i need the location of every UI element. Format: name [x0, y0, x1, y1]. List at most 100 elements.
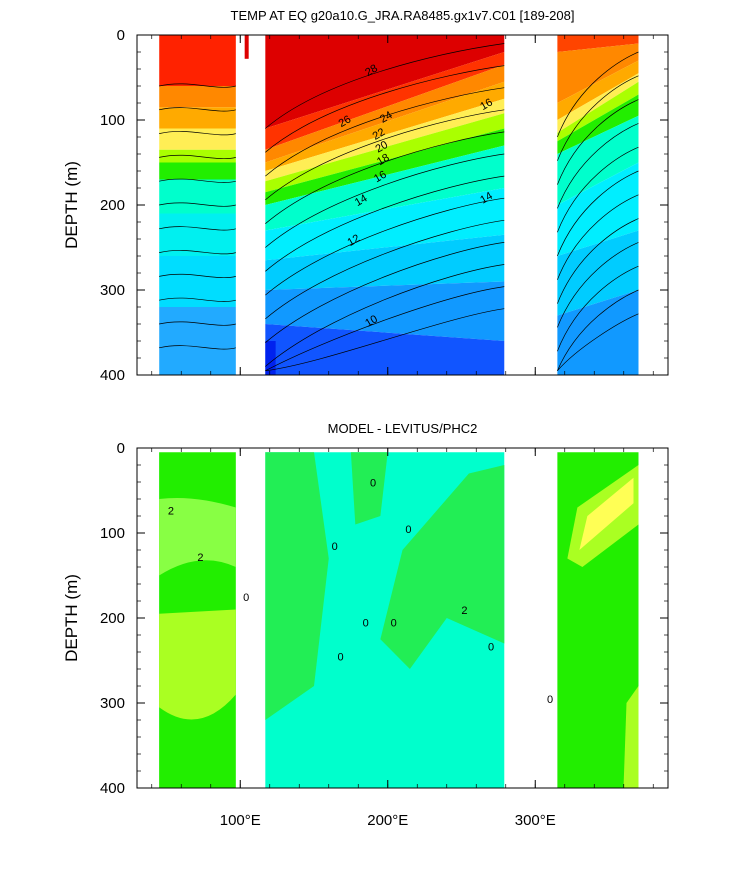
y-tick-label: 100 — [100, 525, 125, 542]
contour-line — [159, 250, 236, 255]
y-tick-label: 200 — [100, 610, 125, 627]
contour-label: 0 — [547, 694, 553, 706]
contour-line — [557, 242, 639, 328]
diff-region — [159, 609, 236, 720]
temp-band — [265, 64, 505, 163]
contour-line — [557, 218, 639, 304]
contour-label: 14 — [478, 190, 495, 207]
contour-label: 18 — [375, 152, 392, 169]
contour-line — [265, 131, 505, 224]
y-tick-label: 400 — [100, 367, 125, 384]
diff-region — [265, 452, 329, 720]
temp-band — [159, 35, 236, 86]
contour-label: 0 — [405, 524, 411, 536]
contour-label: 2 — [168, 505, 174, 517]
temp-band — [557, 94, 639, 154]
contour-line — [159, 154, 236, 160]
contour-label: 16 — [372, 169, 389, 186]
contour-line — [159, 202, 236, 207]
diff-region — [350, 452, 388, 525]
contour-line — [557, 99, 639, 185]
contour-label: 0 — [363, 618, 369, 630]
temp-band — [159, 179, 236, 214]
temp-band — [557, 115, 639, 205]
contour-line — [159, 273, 236, 279]
temp-band — [557, 43, 639, 103]
contour-line — [159, 345, 236, 350]
y-axis-label: DEPTH (m) — [62, 574, 81, 662]
contour-line — [265, 264, 505, 367]
contour-label: 22 — [371, 126, 388, 143]
contour-line — [265, 153, 505, 248]
diff-region — [579, 477, 634, 550]
x-tick-label: 300°E — [515, 812, 556, 829]
temp-band — [265, 324, 505, 375]
temp-band — [265, 35, 505, 129]
temp-band — [265, 98, 505, 182]
contour-line — [159, 297, 236, 302]
contour-line — [557, 75, 639, 161]
contour-line — [265, 43, 505, 129]
contour-line — [265, 197, 505, 296]
temp-band — [265, 188, 505, 261]
contour-line — [557, 123, 639, 209]
temp-band — [265, 145, 505, 231]
temp-band — [557, 162, 639, 256]
chart-title: MODEL - LEVITUS/PHC2 — [328, 421, 478, 436]
temp-band — [159, 307, 236, 375]
contour-label: 0 — [391, 618, 397, 630]
x-tick-label: 200°E — [367, 812, 408, 829]
contour-line — [265, 286, 505, 372]
contour-line — [557, 265, 639, 352]
contour-label: 12 — [345, 232, 362, 249]
contour-line — [159, 178, 236, 183]
contour-line — [265, 219, 505, 320]
y-tick-label: 400 — [100, 780, 125, 797]
y-tick-label: 300 — [100, 695, 125, 712]
temp-band — [557, 73, 639, 133]
temp-band — [265, 234, 505, 290]
contour-line — [265, 175, 505, 272]
contour-label: 0 — [488, 641, 494, 653]
diff-region — [380, 465, 505, 669]
contour-line — [557, 51, 639, 138]
contour-label: 0 — [332, 541, 338, 553]
temp-band — [159, 128, 236, 150]
temp-band — [159, 107, 236, 129]
contour-line — [557, 146, 639, 233]
contour-line — [265, 242, 505, 343]
y-tick-label: 200 — [100, 197, 125, 214]
contour-line — [265, 65, 505, 153]
contour-label: 14 — [353, 192, 370, 209]
contour-line — [265, 308, 505, 372]
contour-line — [159, 131, 236, 136]
contour-line — [265, 87, 505, 177]
temp-band — [265, 81, 505, 171]
temp-band — [557, 60, 639, 120]
difference-field — [159, 452, 639, 788]
contour-line — [557, 170, 639, 257]
contour-line — [557, 313, 639, 371]
temperature-field — [159, 35, 639, 375]
contour-label: 2 — [197, 552, 203, 564]
x-tick-label: 100°E — [220, 812, 261, 829]
temp-band — [159, 162, 236, 180]
y-tick-label: 100 — [100, 112, 125, 129]
contour-label: 0 — [337, 652, 343, 664]
temp-band — [265, 113, 505, 193]
contour-label: 28 — [363, 62, 380, 79]
contour-label: 0 — [370, 477, 376, 489]
contour-line — [159, 321, 236, 326]
contour-label: 16 — [478, 96, 495, 113]
temp-band — [557, 230, 639, 316]
temp-band — [244, 35, 249, 59]
temp-band — [159, 213, 236, 256]
temp-band — [557, 35, 639, 52]
y-tick-label: 0 — [117, 440, 125, 457]
contour-line — [265, 109, 505, 201]
temp-band — [265, 341, 276, 375]
contour-line — [557, 194, 639, 280]
